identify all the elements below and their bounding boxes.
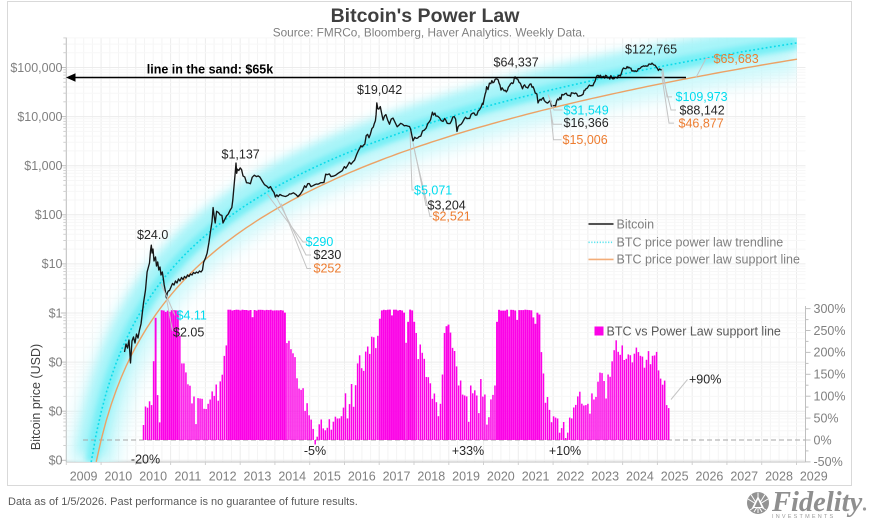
svg-text:Bitcoin's Power Law: Bitcoin's Power Law [331,5,521,27]
svg-text:$100: $100 [35,208,63,222]
svg-text:2010: 2010 [139,470,167,484]
svg-text:2014: 2014 [278,470,306,484]
svg-text:-50%: -50% [814,455,843,469]
svg-text:+33%: +33% [452,444,484,458]
svg-text:+10%: +10% [549,444,581,458]
svg-text:2016: 2016 [348,470,376,484]
svg-text:2009: 2009 [70,470,98,484]
svg-text:$16,366: $16,366 [564,116,609,130]
svg-text:BTC vs Power Law support line: BTC vs Power Law support line [607,325,781,339]
svg-text:2028: 2028 [765,470,793,484]
svg-text:2011: 2011 [174,470,201,484]
svg-text:2015: 2015 [313,470,341,484]
svg-text:$4.11: $4.11 [177,309,207,323]
svg-text:100%: 100% [814,390,846,404]
svg-text:line in the sand: $65k: line in the sand: $65k [147,63,273,77]
svg-text:$88,142: $88,142 [680,103,725,117]
svg-text:2022: 2022 [556,470,584,484]
svg-text:BTC price power law support li: BTC price power law support line [617,253,800,267]
svg-text:$1,137: $1,137 [222,148,260,162]
svg-text:-5%: -5% [304,444,326,458]
svg-text:2023: 2023 [591,470,619,484]
svg-text:2017: 2017 [383,470,411,484]
svg-text:2020: 2020 [487,470,515,484]
svg-text:2019: 2019 [452,470,480,484]
svg-text:$230: $230 [314,248,342,262]
svg-text:$3,204: $3,204 [428,199,466,213]
svg-text:300%: 300% [814,302,846,316]
svg-text:0%: 0% [814,433,832,447]
svg-text:Source: FMRCo, Bloomberg, Have: Source: FMRCo, Bloomberg, Haver Analytic… [273,26,586,40]
svg-text:200%: 200% [814,346,846,360]
svg-text:$2,521: $2,521 [433,210,471,224]
svg-text:$24.0: $24.0 [137,228,168,242]
svg-text:2021: 2021 [522,470,550,484]
svg-text:2010: 2010 [104,470,132,484]
svg-text:$19,042: $19,042 [357,83,402,97]
svg-text:$252: $252 [314,262,342,276]
svg-text:$0: $0 [49,405,63,419]
svg-text:BTC price power law trendline: BTC price power law trendline [617,236,784,250]
svg-text:2027: 2027 [730,470,758,484]
svg-text:$15,006: $15,006 [563,133,608,147]
svg-text:$10: $10 [42,257,63,271]
svg-text:Data as of 1/5/2026. Past perf: Data as of 1/5/2026. Past performance is… [8,496,358,508]
svg-text:$122,765: $122,765 [625,43,677,57]
svg-text:INVESTMENTS: INVESTMENTS [772,514,835,520]
svg-text:Fidelity: Fidelity [771,487,863,518]
svg-text:-20%: -20% [131,453,160,467]
svg-text:2029: 2029 [800,470,828,484]
svg-text:$46,877: $46,877 [679,116,724,130]
svg-text:Bitcoin: Bitcoin [617,217,655,231]
svg-text:$31,549: $31,549 [564,103,609,117]
svg-text:$64,337: $64,337 [494,56,539,70]
svg-text:$65,683: $65,683 [714,52,759,66]
svg-text:$109,973: $109,973 [676,90,728,104]
svg-text:$1,000: $1,000 [24,159,62,173]
svg-text:$0: $0 [49,355,63,369]
svg-text:$290: $290 [306,235,334,249]
svg-text:150%: 150% [814,368,846,382]
svg-text:$0: $0 [49,454,63,468]
svg-text:+90%: +90% [689,373,721,387]
svg-text:50%: 50% [814,411,839,425]
svg-text:2012: 2012 [209,470,237,484]
svg-text:2025: 2025 [661,470,689,484]
svg-text:2024: 2024 [626,470,654,484]
svg-text:$1: $1 [49,306,63,320]
svg-text:Bitcoin price (USD): Bitcoin price (USD) [29,344,43,450]
svg-text:2026: 2026 [696,470,724,484]
svg-text:$10,000: $10,000 [17,110,62,124]
svg-text:$2.05: $2.05 [173,326,204,340]
svg-text:2013: 2013 [244,470,272,484]
svg-text:$5,071: $5,071 [414,183,452,197]
svg-text:2018: 2018 [417,470,445,484]
svg-text:$100,000: $100,000 [10,61,62,75]
svg-text:250%: 250% [814,324,846,338]
